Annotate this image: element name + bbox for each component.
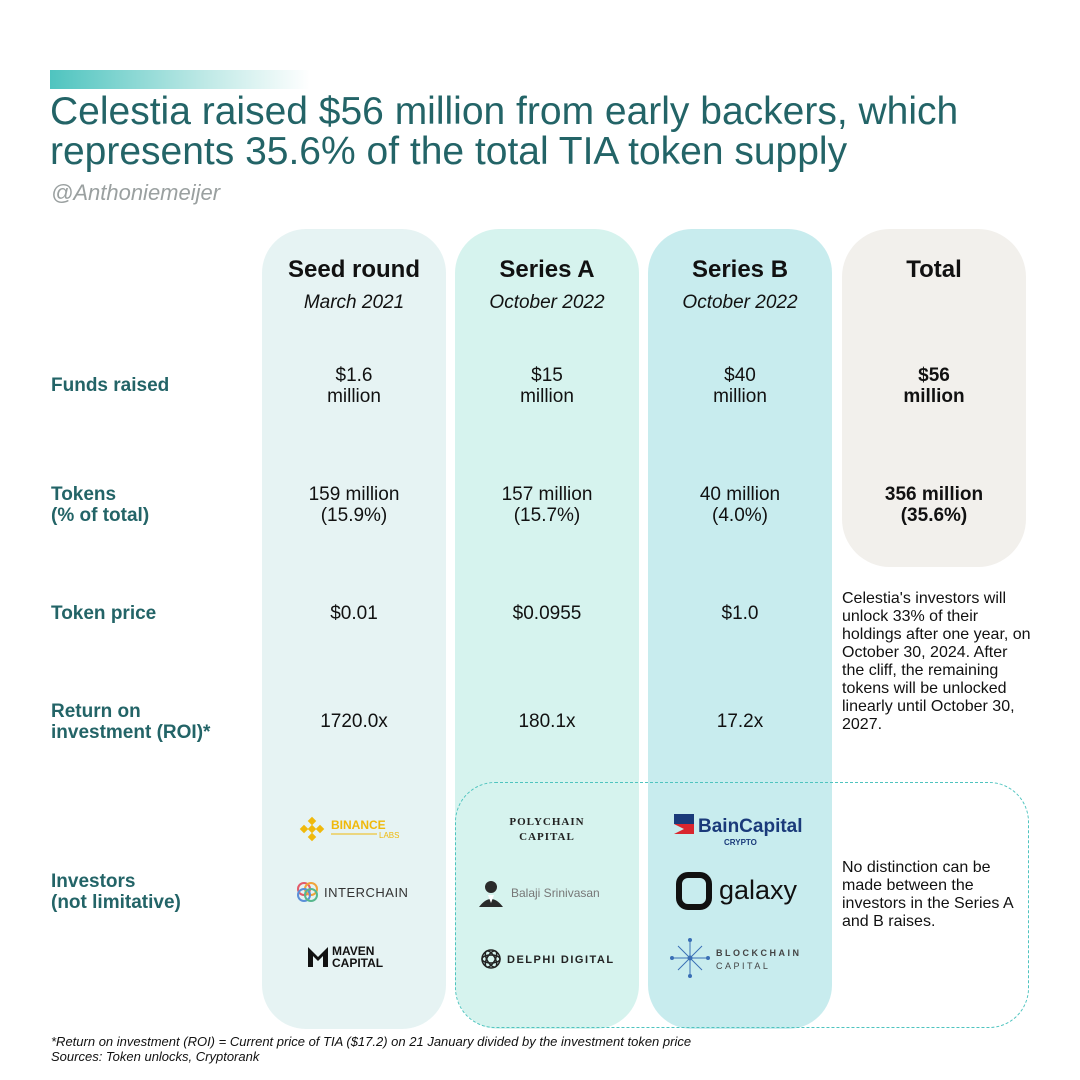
seed-round-header: Seed round — [287, 256, 420, 283]
seed-round-date: March 2021 — [303, 292, 405, 313]
series-b-tokens: 40 million (4.0%) — [699, 484, 781, 526]
svg-text:galaxy: galaxy — [719, 875, 798, 905]
svg-text:CRYPTO: CRYPTO — [724, 838, 757, 847]
series-a-funds: $15 million — [520, 365, 574, 407]
svg-text:BINANCE: BINANCE — [331, 818, 386, 832]
svg-text:DELPHI DIGITAL: DELPHI DIGITAL — [507, 954, 615, 966]
seed-tokens: 159 million (15.9%) — [308, 484, 400, 526]
series-a-date: October 2022 — [489, 292, 605, 313]
svg-text:MAVEN: MAVEN — [332, 944, 374, 958]
svg-text:INTERCHAIN: INTERCHAIN — [324, 885, 408, 900]
bain-icon: BainCapital CRYPTO — [674, 814, 803, 847]
shared-investors-outline — [455, 782, 1029, 1028]
blockchain-capital-icon: BLOCKCHAIN CAPITAL — [670, 938, 802, 978]
bain-capital-crypto-logo: BainCapital CRYPTO — [648, 810, 832, 848]
binance-icon: BINANCE LABS — [299, 816, 399, 842]
row-label-roi: Return on investment (ROI)* — [51, 701, 210, 743]
delphi-icon: DELPHI DIGITAL — [481, 949, 615, 969]
galaxy-icon: galaxy — [676, 872, 798, 910]
total-funds: $56 million — [903, 365, 965, 407]
row-label-investors: Investors (not limitative) — [51, 871, 181, 913]
svg-text:LABS: LABS — [379, 831, 399, 840]
seed-funds: $1.6 million — [327, 365, 381, 407]
seed-price: $0.01 — [330, 603, 378, 624]
row-label-price: Token price — [51, 603, 157, 624]
series-b-header: Series B — [691, 256, 789, 283]
svg-text:Balaji Srinivasan: Balaji Srinivasan — [511, 886, 600, 900]
galaxy-logo: galaxy — [648, 871, 832, 911]
footnote-sources: Sources: Token unlocks, Cryptorank — [51, 1049, 260, 1064]
row-label-tokens-line1: Tokens — [51, 484, 117, 505]
svg-text:CAPITAL: CAPITAL — [716, 961, 770, 971]
page-title: Celestia raised $56 million from early b… — [50, 90, 959, 173]
footnote-roi: *Return on investment (ROI) = Current pr… — [51, 1034, 692, 1049]
series-b-roi: 17.2x — [716, 711, 764, 732]
row-label-tokens: Tokens (% of total) — [51, 484, 149, 526]
total-tokens: 356 million (35.6%) — [884, 484, 984, 526]
total-header: Total — [906, 256, 962, 283]
series-a-header: Series A — [499, 256, 595, 283]
series-b-funds: $40 million — [713, 365, 767, 407]
series-a-column — [455, 229, 639, 1029]
svg-text:POLYCHAIN: POLYCHAIN — [509, 816, 584, 828]
svg-text:BLOCKCHAIN: BLOCKCHAIN — [716, 948, 802, 958]
row-label-funds: Funds raised — [51, 375, 170, 396]
svg-text:BainCapital: BainCapital — [698, 816, 803, 837]
author-handle: @Anthoniemeijer — [51, 180, 221, 205]
footer: *Return on investment (ROI) = Current pr… — [51, 1034, 691, 1064]
row-label-tokens-line2: (% of total) — [51, 505, 150, 526]
svg-text:CAPITAL: CAPITAL — [332, 956, 383, 970]
total-column — [842, 229, 1026, 567]
svg-text:CAPITAL: CAPITAL — [519, 831, 575, 843]
series-b-price: $1.0 — [721, 603, 759, 624]
interchain-icon: INTERCHAIN — [297, 882, 408, 902]
delphi-digital-logo: DELPHI DIGITAL — [455, 944, 639, 974]
avatar: Balaji Srinivasan — [479, 881, 600, 907]
blockchain-capital-logo: BLOCKCHAIN CAPITAL — [648, 936, 832, 980]
distinction-note: No distinction can be made between the i… — [842, 859, 1013, 930]
row-label-roi-line1: Return on — [51, 701, 141, 722]
series-b-date: October 2022 — [682, 292, 798, 313]
polychain-capital-logo: POLYCHAIN CAPITAL — [455, 812, 639, 846]
maven-icon: MAVEN CAPITAL — [308, 944, 383, 970]
series-a-tokens: 157 million (15.7%) — [501, 484, 593, 526]
binance-labs-logo: BINANCE LABS — [262, 814, 446, 844]
polychain-icon: POLYCHAIN CAPITAL — [509, 816, 584, 843]
seed-round-column — [262, 229, 446, 1029]
balaji-srinivasan-logo: Balaji Srinivasan — [455, 875, 639, 909]
row-label-investors-line1: Investors — [51, 871, 136, 892]
row-label-roi-line2: investment (ROI)* — [51, 722, 211, 743]
series-a-price: $0.0955 — [512, 603, 582, 624]
interchain-logo: INTERCHAIN — [262, 878, 446, 906]
seed-roi: 1720.0x — [320, 711, 388, 732]
unlock-note: Celestia's investors will unlock 33% of … — [842, 590, 1031, 733]
maven-capital-logo: MAVEN CAPITAL — [262, 941, 446, 971]
series-a-roi: 180.1x — [518, 711, 576, 732]
row-label-investors-line2: (not limitative) — [51, 892, 181, 913]
accent-bar — [50, 70, 310, 89]
